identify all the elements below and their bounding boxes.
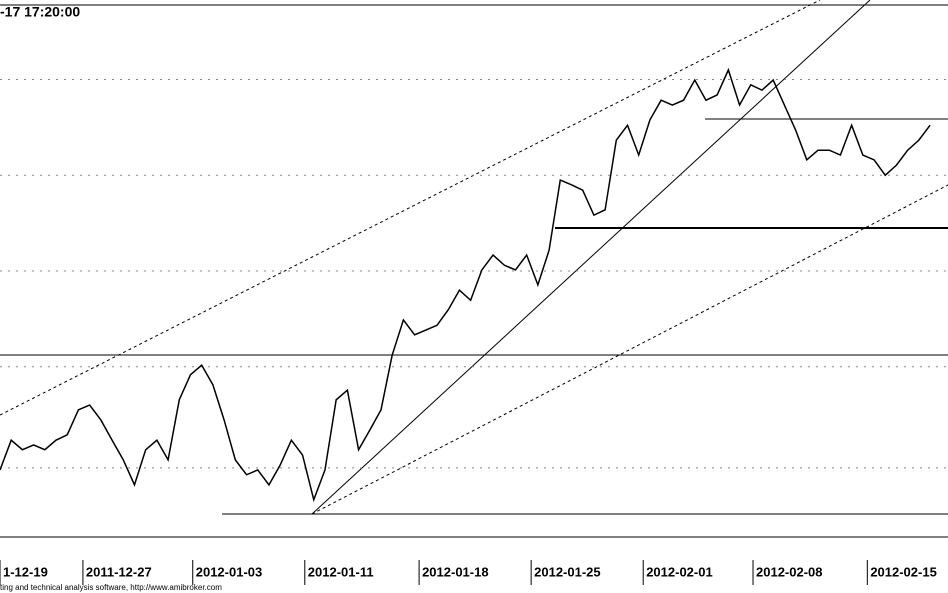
x-tick-label: 2012-01-18 (422, 564, 489, 579)
x-tick-label: 2012-01-03 (196, 564, 263, 579)
x-tick-label: 2011-12-27 (86, 564, 152, 579)
x-tick-label: 2012-01-25 (534, 564, 601, 579)
channel-line (311, 184, 948, 515)
chart-title: -17 17:20:00 (0, 4, 80, 20)
x-tick-label: 2012-02-15 (870, 564, 937, 579)
trend-line (311, 0, 871, 515)
x-tick-label: 2012-02-01 (646, 564, 713, 579)
price-line (0, 67, 931, 503)
x-tick-label: 2012-01-11 (308, 564, 374, 579)
drawings (0, 0, 948, 515)
footer: ting and technical analysis software, ht… (0, 583, 222, 592)
x-tick-label: 2012-02-08 (756, 564, 823, 579)
x-tick-label: 1-12-19 (3, 564, 48, 579)
